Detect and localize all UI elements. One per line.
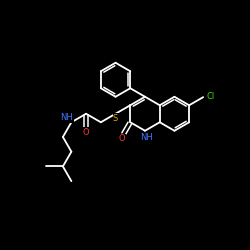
Text: NH: NH <box>140 132 152 141</box>
Text: O: O <box>118 134 125 143</box>
Text: Cl: Cl <box>206 92 214 101</box>
Text: O: O <box>83 128 89 137</box>
Text: NH: NH <box>60 113 73 122</box>
Text: S: S <box>113 114 118 123</box>
